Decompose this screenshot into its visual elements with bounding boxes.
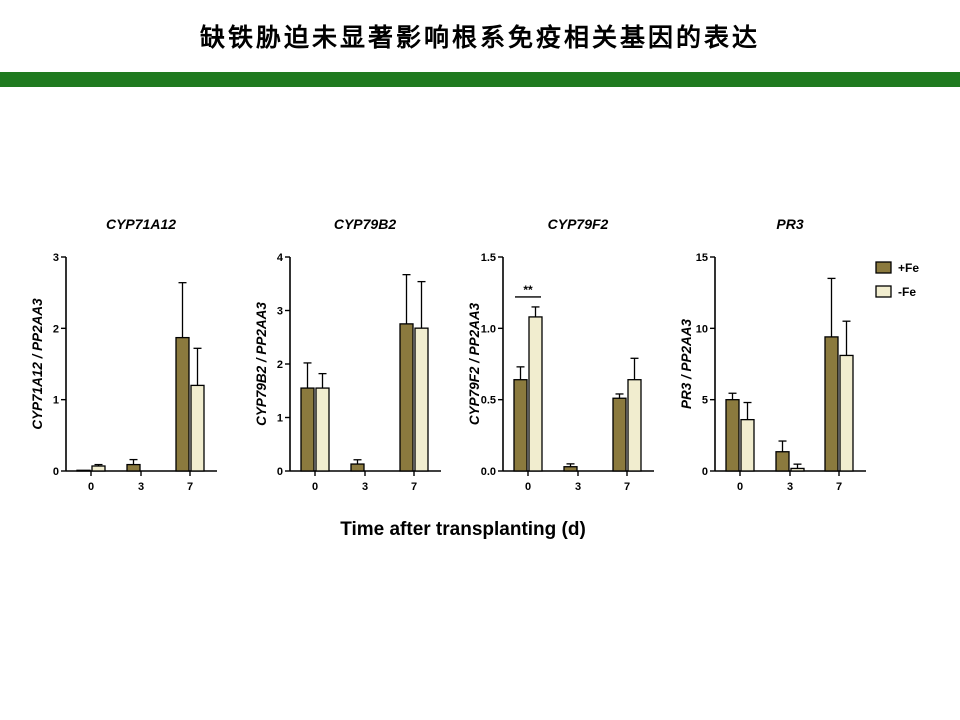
panel-2-x-tick-label: 7: [411, 481, 417, 493]
panel-2-y-tick-label: 4: [277, 252, 284, 264]
panel-4-x-tick-label: 0: [737, 481, 743, 493]
panel-3-y-tick-label: 0.0: [481, 466, 496, 478]
panel-3-y-tick-label: 1.5: [481, 252, 496, 264]
slide-title: 缺铁胁迫未显著影响根系免疫相关基因的表达: [199, 23, 760, 52]
panel-4-y-tick-label: 5: [702, 395, 708, 407]
panel-3-x-tick-label: 7: [624, 481, 630, 493]
panel-1-x-tick-label: 7: [187, 481, 193, 493]
legend-swatch-minus-fe: [875, 285, 892, 298]
panel-4-bar-plus-fe: [775, 451, 790, 472]
panel-2-x-tick-label: 3: [362, 481, 368, 493]
panel-2-y-tick-label: 3: [277, 306, 283, 318]
panel-4-y-axis-title: PR3 / PP2AA3: [679, 318, 694, 409]
legend-label-minus-fe: -Fe: [898, 285, 916, 299]
panel-2-bar-plus-fe: [350, 463, 365, 472]
panel-4-y-tick-label: 10: [696, 323, 708, 335]
panel-3-bar-plus-fe: [612, 397, 627, 472]
panel-2-y-tick-label: 1: [277, 413, 283, 425]
panel-3-y-axis-title: CYP79F2 / PP2AA3: [467, 302, 482, 425]
panel-2-y-axis-title: CYP79B2 / PP2AA3: [254, 302, 269, 426]
panel-3-bar-minus-fe: [627, 379, 642, 472]
panel-3-bar-plus-fe: [513, 379, 528, 472]
panel-1-y-tick-label: 3: [53, 252, 59, 264]
panel-1-y-tick-label: 1: [53, 395, 59, 407]
panel-2-bar-minus-fe: [315, 387, 330, 472]
panel-1-x-tick-label: 3: [138, 481, 144, 493]
panel-1-y-axis-title: CYP71A12 / PP2AA3: [30, 298, 45, 430]
panel-4-y-tick-label: 0: [702, 466, 708, 478]
panel-1-y-tick-label: 0: [53, 466, 59, 478]
panel-1-bar-plus-fe: [175, 336, 190, 472]
panel-3-y-tick-label: 0.5: [481, 395, 496, 407]
legend-swatch-plus-fe: [875, 261, 892, 274]
panel-1-bar-plus-fe: [76, 469, 91, 472]
panel-3-y-tick-label: 1.0: [481, 323, 496, 335]
title-divider: [0, 72, 960, 87]
panel-2-bar-plus-fe: [300, 387, 315, 472]
panel-3-x-tick-label: 0: [525, 481, 531, 493]
panel-4-bar-minus-fe: [790, 467, 805, 472]
panel-2-title: CYP79B2: [334, 216, 396, 232]
panel-2-bar-minus-fe: [414, 327, 429, 472]
panel-4-x-tick-label: 3: [787, 481, 793, 493]
panel-1-bar-minus-fe: [190, 384, 205, 472]
panel-1-title: CYP71A12: [106, 216, 176, 232]
panel-1-y-tick-label: 2: [53, 323, 59, 335]
panel-4-bar-minus-fe: [740, 418, 755, 472]
panel-1-bar-plus-fe: [126, 463, 141, 472]
panel-4-bar-minus-fe: [839, 354, 854, 472]
legend-label-plus-fe: +Fe: [898, 261, 919, 275]
panel-3-bar-minus-fe: [528, 316, 543, 472]
panel-2-x-tick-label: 0: [312, 481, 318, 493]
panel-1-x-tick-label: 0: [88, 481, 94, 493]
panel-3-bar-plus-fe: [563, 466, 578, 472]
panel-3-significance-label: **: [523, 283, 533, 297]
panel-3-title: CYP79F2: [548, 216, 609, 232]
panel-4-bar-plus-fe: [824, 336, 839, 472]
panel-4-y-tick-label: 15: [696, 252, 708, 264]
panel-2-y-tick-label: 2: [277, 359, 283, 371]
panel-3-x-tick-label: 3: [575, 481, 581, 493]
panel-2-y-tick-label: 0: [277, 466, 283, 478]
panel-2-bar-plus-fe: [399, 323, 414, 472]
panel-4-x-tick-label: 7: [836, 481, 842, 493]
x-axis-title: Time after transplanting (d): [340, 519, 586, 540]
panel-1-bar-minus-fe: [91, 465, 106, 472]
panel-4-bar-plus-fe: [725, 399, 740, 472]
panel-4-title: PR3: [776, 216, 803, 232]
